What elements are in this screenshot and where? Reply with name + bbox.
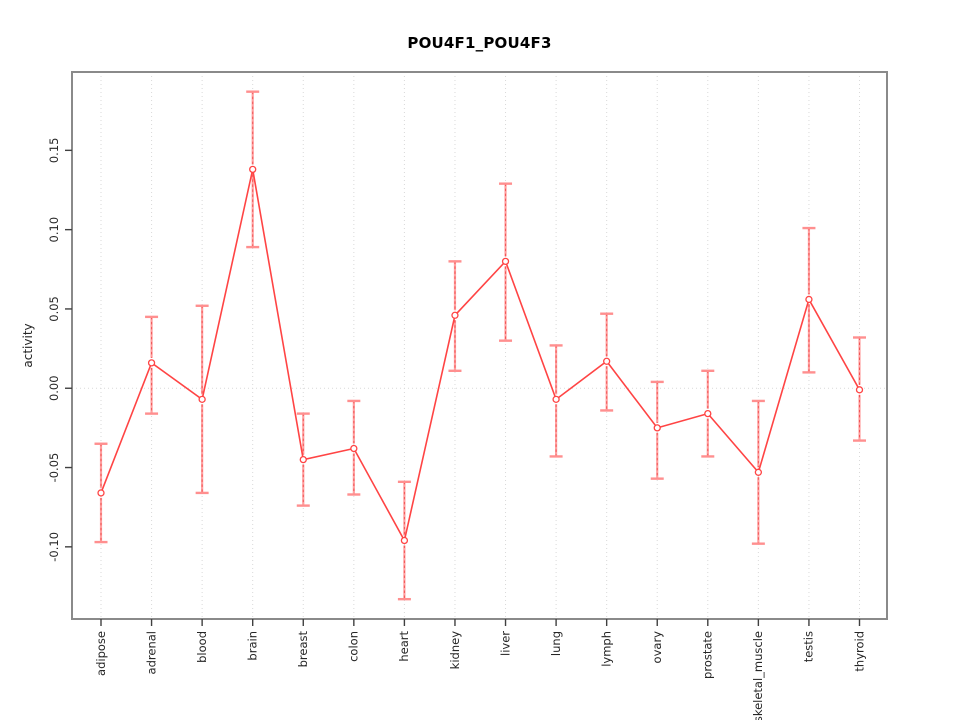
error-bar (600, 312, 614, 412)
data-point (552, 395, 560, 403)
x-tick-label: heart (397, 631, 411, 662)
x-tick-label: skeletal_muscle (751, 631, 765, 720)
x-tick-label: ovary (650, 631, 664, 664)
data-point (501, 257, 510, 266)
error-bar (499, 182, 513, 342)
error-bar (145, 315, 159, 415)
y-tick-label: 0.10 (47, 217, 61, 243)
error-bar (195, 304, 209, 495)
markers (97, 165, 864, 545)
error-bar (701, 369, 715, 458)
error-bar (802, 226, 816, 374)
error-bar (296, 412, 310, 507)
data-point (400, 536, 409, 545)
x-tick-label: adipose (94, 631, 108, 676)
y-axis-title: activity (21, 323, 35, 367)
error-bar (853, 336, 866, 442)
data-point (198, 395, 206, 403)
error-bar (397, 480, 411, 601)
x-tick-label: lymph (599, 631, 613, 667)
data-point (299, 455, 307, 464)
y-tick-label: 0.05 (47, 296, 61, 322)
x-tick-label: blood (195, 631, 209, 663)
error-bar (751, 399, 765, 545)
x-tick-label: colon (347, 631, 361, 662)
x-axis: adipose adrenal blood brain breast colon heart… (94, 619, 866, 720)
x-tick-label: breast (296, 631, 310, 668)
plot-frame (71, 71, 888, 620)
data-point (97, 489, 105, 497)
data-point (754, 468, 763, 476)
error-bar (448, 260, 462, 372)
x-tick-label: kidney (448, 631, 462, 670)
data-point (704, 409, 712, 418)
chart-title: POU4F1_POU4F3 (407, 34, 552, 52)
data-point (603, 357, 611, 365)
data-point (451, 311, 459, 319)
y-tick-label: 0.15 (47, 138, 61, 164)
data-point (147, 359, 156, 367)
data-point (249, 165, 257, 174)
x-tick-label: prostate (701, 631, 715, 679)
x-tick-label: lung (549, 631, 563, 656)
data-point (855, 386, 864, 394)
error-bar (347, 399, 361, 496)
x-tick-label: thyroid (852, 631, 866, 672)
y-tick-label: -0.05 (47, 453, 61, 483)
error-bar (246, 90, 260, 249)
x-tick-label: testis (802, 631, 816, 662)
error-bar (650, 380, 664, 480)
error-bar (94, 442, 108, 544)
data-point (653, 424, 661, 432)
data-point (350, 444, 358, 453)
data-point (805, 295, 813, 304)
x-tick-label: liver (498, 631, 512, 656)
y-tick-label: 0.00 (47, 375, 61, 401)
error-bars (94, 90, 866, 601)
x-tick-label: adrenal (144, 631, 158, 674)
error-bar (549, 344, 563, 458)
series-line (100, 169, 861, 543)
x-tick-label: brain (245, 631, 259, 661)
y-tick-label: -0.10 (47, 532, 61, 562)
y-axis: -0.10 -0.05 0.00 0.05 0.10 0.15 activity (21, 138, 72, 562)
